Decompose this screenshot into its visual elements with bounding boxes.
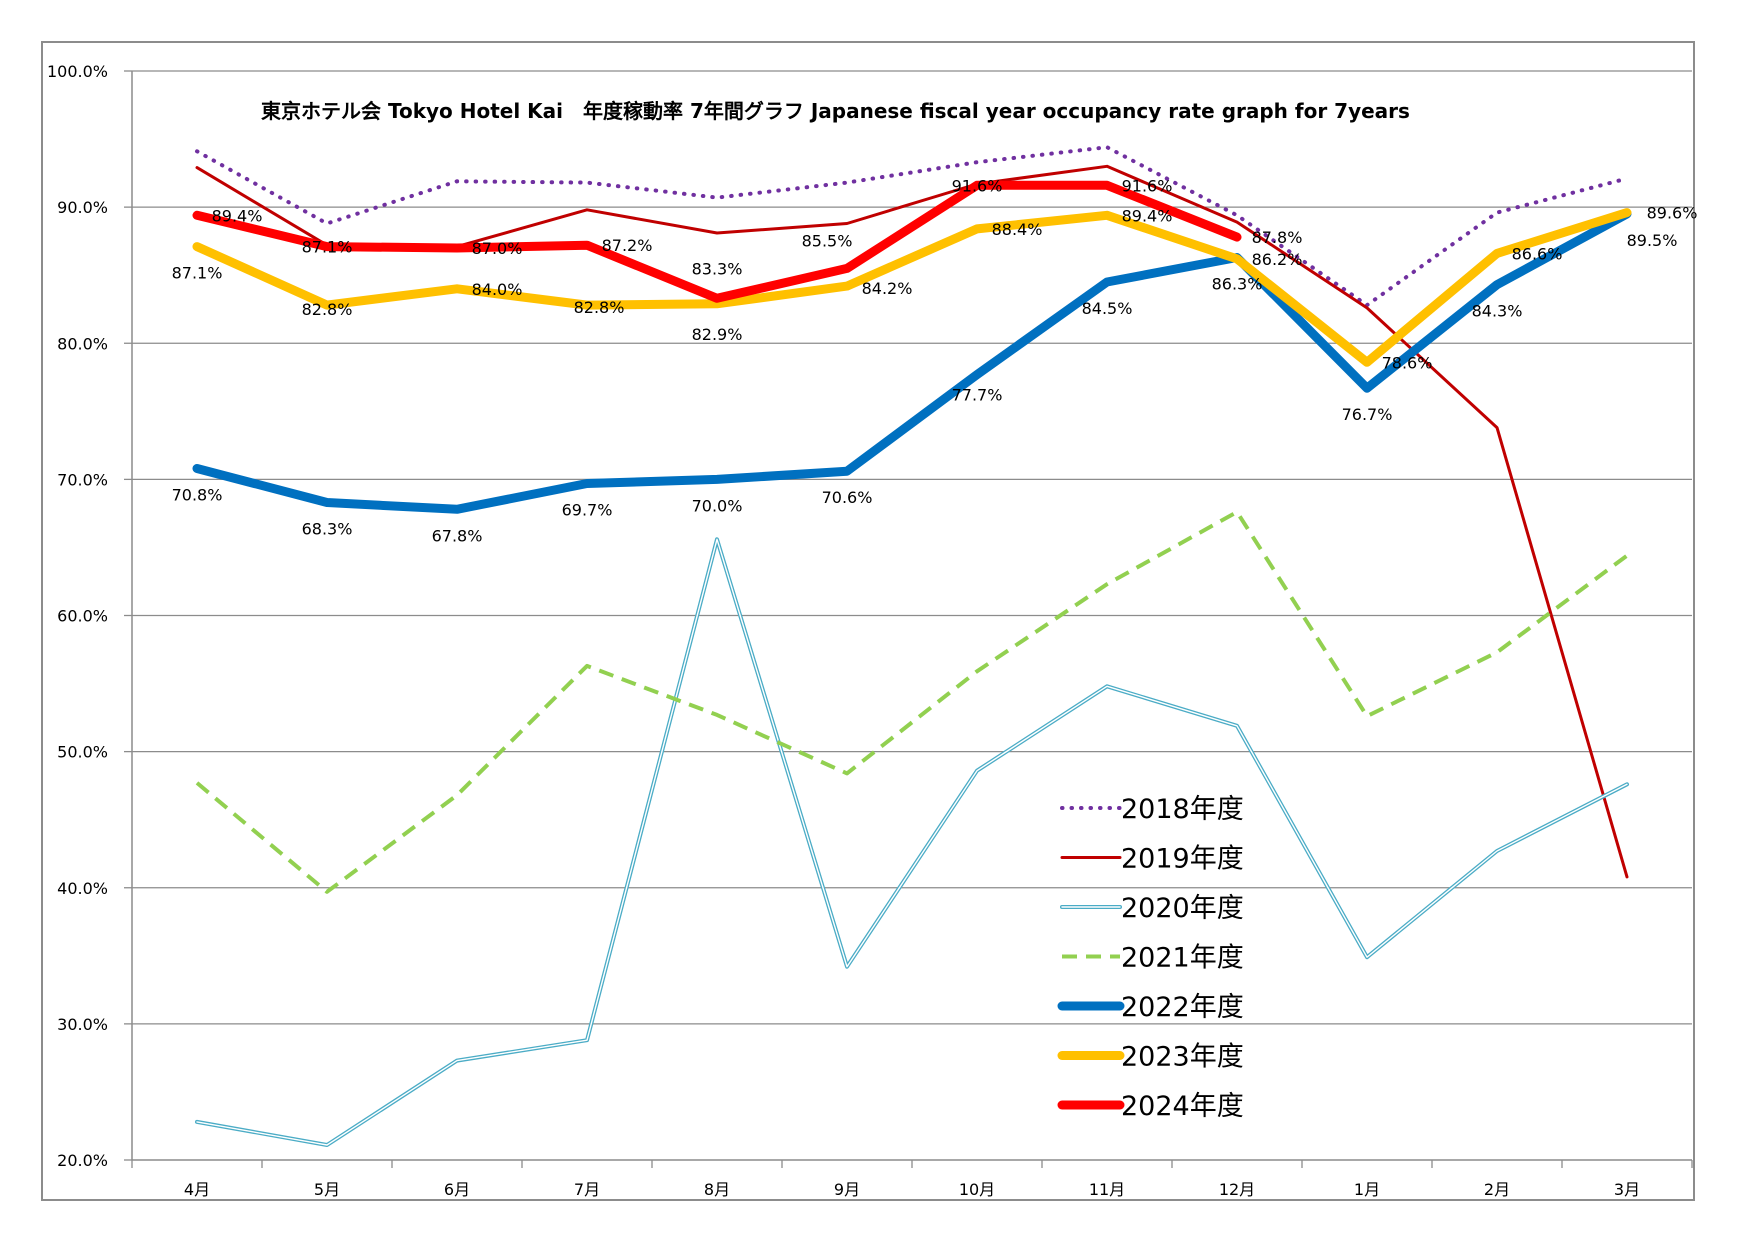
- legend-label: 2021年度: [1121, 943, 1244, 974]
- y-tick-label: 30.0%: [57, 1015, 108, 1034]
- data-label: 87.8%: [1252, 228, 1303, 247]
- x-tick-label: 9月: [834, 1180, 860, 1199]
- x-tick-label: 2月: [1484, 1180, 1510, 1199]
- x-tick-label: 10月: [959, 1180, 995, 1199]
- series-2018年度: [195, 145, 1629, 308]
- data-label: 70.6%: [822, 488, 873, 507]
- legend-label: 2022年度: [1121, 992, 1244, 1023]
- data-label: 77.7%: [952, 386, 1003, 405]
- data-label: 69.7%: [562, 500, 613, 519]
- series-line-outer: [195, 537, 1629, 1147]
- legend-item: 2023年度: [1057, 1042, 1244, 1073]
- legend-label: 2019年度: [1121, 844, 1244, 875]
- data-label: 82.8%: [574, 298, 625, 317]
- data-label: 84.3%: [1472, 302, 1523, 321]
- data-label: 87.2%: [602, 236, 653, 255]
- series-line: [195, 510, 1629, 894]
- y-tick-label: 50.0%: [57, 743, 108, 762]
- series-2024年度: [192, 180, 1242, 303]
- legend-label: 2020年度: [1121, 893, 1244, 924]
- legend-item: 2020年度: [1060, 893, 1244, 924]
- y-tick-label: 60.0%: [57, 607, 108, 626]
- y-tick-label: 40.0%: [57, 879, 108, 898]
- data-label: 84.5%: [1082, 299, 1133, 318]
- gridlines: [132, 70, 1692, 1025]
- data-label: 86.3%: [1212, 274, 1263, 293]
- data-label: 68.3%: [302, 520, 353, 539]
- x-tick-label: 7月: [574, 1180, 600, 1199]
- legend-item: 2019年度: [1060, 844, 1244, 875]
- series-2020年度: [195, 537, 1629, 1147]
- x-tick-label: 8月: [704, 1180, 730, 1199]
- legend-item: 2018年度: [1060, 794, 1244, 825]
- data-label: 78.6%: [1382, 353, 1433, 372]
- x-tick-label: 6月: [444, 1180, 470, 1199]
- data-label: 67.8%: [432, 526, 483, 545]
- y-tick-label: 70.0%: [57, 470, 108, 489]
- series-lines: [192, 145, 1632, 1147]
- legend-label: 2024年度: [1121, 1091, 1244, 1122]
- data-label: 86.6%: [1512, 244, 1563, 263]
- x-tick-label: 12月: [1219, 1180, 1255, 1199]
- data-label: 91.6%: [952, 176, 1003, 195]
- data-label: 89.6%: [1647, 204, 1698, 223]
- legend-item: 2021年度: [1062, 943, 1244, 974]
- data-label: 87.0%: [472, 239, 523, 258]
- x-tick-label: 5月: [314, 1180, 340, 1199]
- legend: 2018年度 2019年度 2020年度 2021年度 2022年度 2023年度 2024…: [1057, 794, 1244, 1122]
- data-label: 84.0%: [472, 280, 523, 299]
- series-line: [192, 209, 1632, 514]
- data-label: 87.1%: [302, 238, 353, 257]
- y-tick-label: 20.0%: [57, 1151, 108, 1170]
- x-tick-label: 11月: [1089, 1180, 1125, 1199]
- axes: 20.0% 30.0% 40.0% 50.0% 60.0% 70.0% 80.0% 90.0%…: [47, 62, 1693, 1199]
- data-label: 87.1%: [172, 264, 223, 283]
- data-label: 82.8%: [302, 300, 353, 319]
- series-2023年度: [192, 208, 1632, 367]
- y-tick-label: 90.0%: [57, 198, 108, 217]
- data-label: 89.5%: [1627, 231, 1678, 250]
- x-tick-label: 4月: [184, 1180, 210, 1199]
- x-tick-label: 1月: [1354, 1180, 1380, 1199]
- legend-label: 2018年度: [1121, 794, 1244, 825]
- data-label: 70.8%: [172, 485, 223, 504]
- series-line-inner: [196, 538, 1628, 1146]
- series-2022年度: [192, 209, 1632, 514]
- data-label: 86.2%: [1252, 250, 1303, 269]
- x-tick-label: 3月: [1614, 1180, 1640, 1199]
- data-label: 89.4%: [1122, 206, 1173, 225]
- data-label: 70.0%: [692, 496, 743, 515]
- y-tick-label: 80.0%: [57, 334, 108, 353]
- series-2021年度: [195, 510, 1629, 894]
- data-label: 76.7%: [1342, 405, 1393, 424]
- data-label: 82.9%: [692, 325, 743, 344]
- series-line: [192, 180, 1242, 303]
- legend-label: 2023年度: [1121, 1042, 1244, 1073]
- data-label: 88.4%: [992, 220, 1043, 239]
- y-tick-label: 100.0%: [47, 62, 108, 81]
- series-line: [195, 145, 1629, 308]
- series-line: [192, 208, 1632, 367]
- chart-title: 東京ホテル会 Tokyo Hotel Kai 年度稼動率 7年間グラフ Japa…: [261, 99, 1410, 123]
- legend-item: 2022年度: [1057, 992, 1244, 1023]
- data-label: 89.4%: [212, 206, 263, 225]
- data-label: 83.3%: [692, 259, 743, 278]
- data-label: 91.6%: [1122, 176, 1173, 195]
- data-label: 84.2%: [862, 279, 913, 298]
- data-label: 85.5%: [802, 231, 853, 250]
- legend-item: 2024年度: [1057, 1091, 1244, 1122]
- data-labels: 70.8% 68.3% 67.8% 69.7% 70.0% 70.6% 77.7% 84.5%…: [172, 176, 1698, 545]
- chart-frame: [41, 41, 1695, 1201]
